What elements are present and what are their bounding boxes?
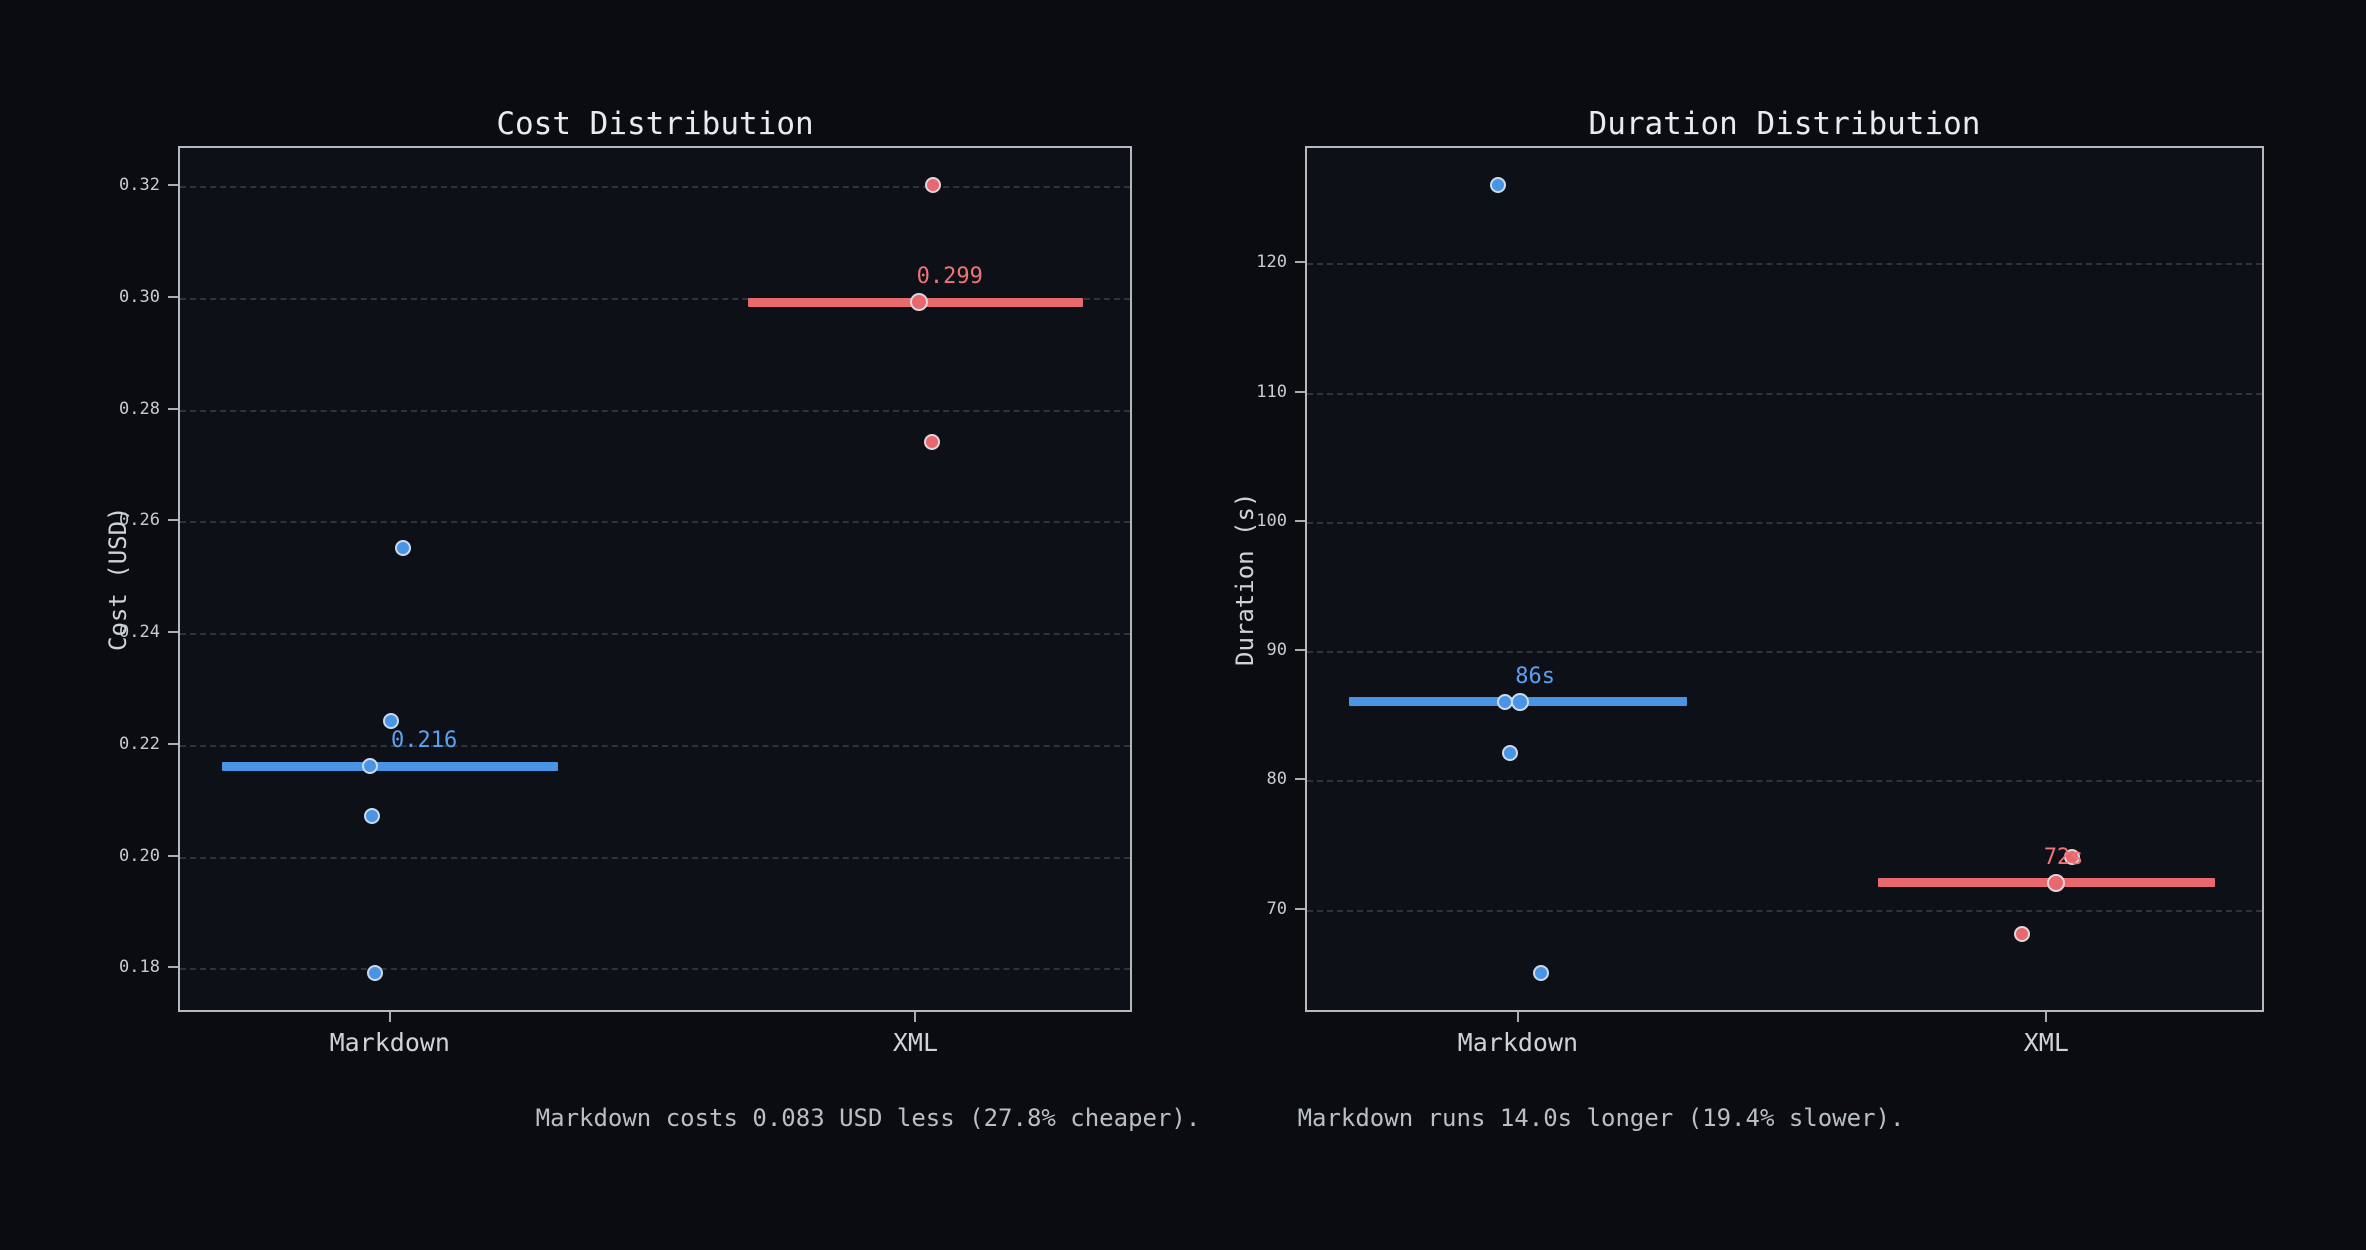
gridline [180,297,1130,300]
xml-median-value-label: 0.299 [916,264,983,290]
y-tick-label: 0.26 [119,510,160,531]
markdown-data-point [1532,965,1549,982]
gridline [180,633,1130,636]
y-tick-mark [168,295,178,298]
y-tick-label: 0.32 [119,175,160,196]
x-tick-mark [1516,1012,1519,1022]
cost-plot-area [178,146,1132,1012]
duration-comparison-caption: Markdown runs 14.0s longer (19.4% slower… [1297,1104,1905,1132]
gridline [1307,263,2262,266]
y-tick-label: 0.18 [119,957,160,978]
y-tick-mark [1295,649,1305,652]
y-tick-mark [1295,390,1305,393]
markdown-data-point [1502,745,1519,762]
y-tick-label: 90 [1266,640,1287,661]
gridline [1307,780,2262,783]
duration-chart-title: Duration Distribution [1588,106,1981,142]
xml-median-value-label: 72s [2043,844,2084,870]
gridline [180,409,1130,412]
y-tick-mark [168,854,178,857]
markdown-data-point [395,540,412,557]
y-tick-label: 0.28 [119,398,160,419]
category-label-xml: XML [892,1028,939,1057]
markdown-data-point [1489,176,1506,193]
markdown-data-point [382,713,399,730]
x-tick-mark [2045,1012,2048,1022]
cost-chart-title: Cost Distribution [496,106,814,142]
xml-median-line [1877,878,2216,888]
y-tick-mark [168,966,178,969]
gridline [1307,521,2262,524]
y-tick-label: 120 [1256,252,1287,273]
gridline [1307,392,2262,395]
y-tick-mark [168,184,178,187]
y-tick-label: 70 [1266,898,1287,919]
xml-data-point [923,434,940,451]
duration-y-axis-label: Duration (s) [1231,492,1259,666]
duration-plot-area [1305,146,2264,1012]
xml-data-point [924,177,941,194]
gridline [180,186,1130,189]
gridline [180,744,1130,747]
y-tick-mark [168,407,178,410]
y-tick-mark [1295,778,1305,781]
markdown-data-point [366,964,383,981]
gridline [180,968,1130,971]
category-label-xml: XML [2023,1028,2069,1057]
category-label-markdown: Markdown [329,1028,450,1057]
x-tick-mark [388,1012,391,1022]
y-tick-mark [1295,907,1305,910]
y-tick-mark [168,631,178,634]
markdown-median-value-label: 86s [1515,663,1556,689]
xml-data-point [910,293,929,312]
gridline [1307,909,2262,912]
category-label-markdown: Markdown [1457,1028,1579,1057]
y-tick-label: 0.30 [119,286,160,307]
y-tick-label: 80 [1266,769,1287,790]
y-tick-mark [168,742,178,745]
markdown-data-point [363,808,380,825]
y-tick-label: 110 [1256,381,1287,402]
xml-data-point [2064,848,2081,865]
y-tick-mark [1295,261,1305,264]
cost-y-axis-label: Cost (USD) [104,506,132,652]
x-tick-mark [914,1012,917,1022]
xml-data-point [2014,926,2031,943]
y-tick-label: 100 [1256,510,1287,531]
gridline [1307,651,2262,654]
xml-data-point [2046,873,2065,892]
cost-comparison-caption: Markdown costs 0.083 USD less (27.8% che… [535,1104,1201,1132]
markdown-data-point [361,758,378,775]
y-tick-mark [1295,519,1305,522]
gridline [180,521,1130,524]
y-tick-label: 0.24 [119,622,160,643]
y-tick-mark [168,519,178,522]
y-tick-label: 0.20 [119,845,160,866]
markdown-median-value-label: 0.216 [391,728,458,754]
y-tick-label: 0.22 [119,733,160,754]
markdown-data-point [1510,692,1529,711]
gridline [180,856,1130,859]
markdown-median-line [221,761,558,771]
